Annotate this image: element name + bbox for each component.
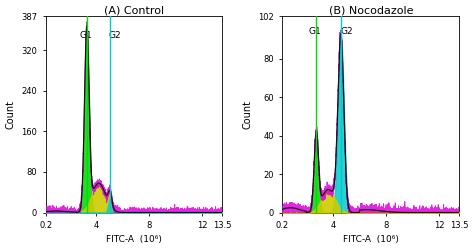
Text: G1: G1 bbox=[80, 31, 92, 40]
X-axis label: FITC-A  (10⁶): FITC-A (10⁶) bbox=[106, 236, 162, 244]
Text: G2: G2 bbox=[109, 31, 121, 40]
Title: (B) Nocodazole: (B) Nocodazole bbox=[328, 6, 413, 16]
X-axis label: FITC-A  (10⁶): FITC-A (10⁶) bbox=[343, 236, 399, 244]
Y-axis label: Count: Count bbox=[243, 100, 253, 129]
Text: G2: G2 bbox=[340, 27, 353, 36]
Title: (A) Control: (A) Control bbox=[104, 6, 164, 16]
Text: G1: G1 bbox=[309, 27, 321, 36]
Y-axis label: Count: Count bbox=[6, 100, 16, 129]
